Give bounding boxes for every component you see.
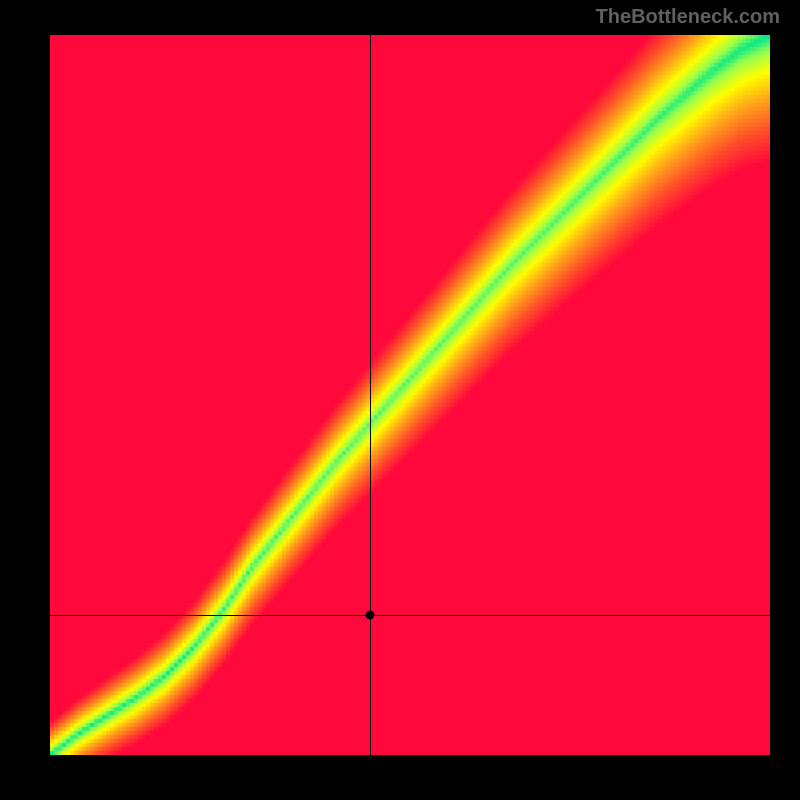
- heatmap-canvas: [50, 35, 770, 755]
- watermark-text: TheBottleneck.com: [596, 6, 780, 29]
- marker-dot: [366, 610, 375, 619]
- crosshair-vertical: [370, 35, 371, 755]
- crosshair-horizontal: [50, 615, 770, 616]
- heatmap-plot: [50, 35, 770, 755]
